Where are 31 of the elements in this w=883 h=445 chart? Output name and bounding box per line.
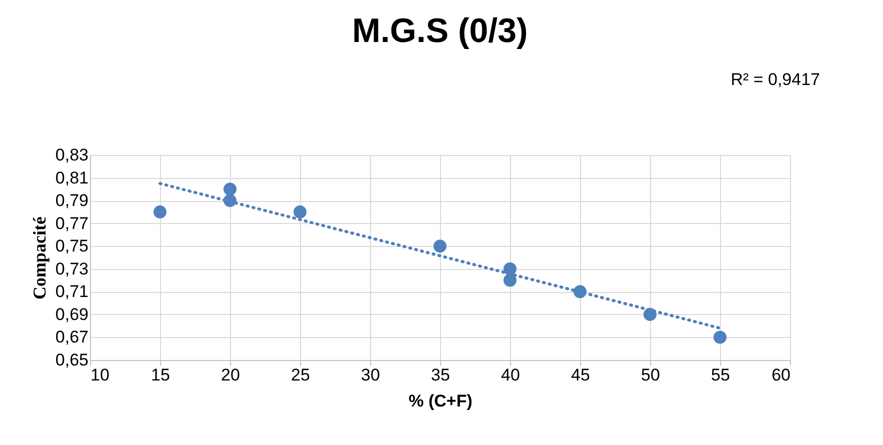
point (153, 205, 167, 218)
x-tick-label: 50 (641, 366, 660, 384)
y-tick-label: 0,65 (55, 350, 88, 370)
x-tick-label: 25 (291, 366, 310, 384)
x-tick-label: 10 (90, 366, 110, 384)
point (713, 330, 727, 344)
point (433, 240, 447, 253)
x-tick-label: 55 (711, 366, 730, 384)
x-tick-label: 45 (571, 366, 590, 384)
y-tick-label: 0,71 (55, 282, 88, 302)
y-tick-label: 0,69 (55, 304, 88, 324)
point (293, 205, 307, 218)
x-tick-label: 20 (221, 366, 240, 384)
y-axis-title: Compacité (29, 216, 50, 300)
x-tick-label: 40 (501, 366, 520, 384)
y-tick-label: 0,67 (55, 328, 88, 347)
y-tick-label: 0,73 (55, 259, 88, 278)
x-tick-label: 30 (361, 366, 380, 384)
point (223, 182, 237, 196)
y-tick-label: 0,77 (55, 214, 88, 233)
y-tick-label: 0,83 (55, 146, 88, 164)
x-tick-label: 15 (151, 366, 170, 384)
y-tick-label: 0,79 (55, 191, 88, 210)
point (503, 274, 517, 287)
text: R² = 0,9417 (730, 70, 820, 89)
x-axis-title: % (C+F) (408, 392, 472, 410)
x-tick-label: 60 (772, 366, 790, 384)
y-tick-label: 0,81 (55, 168, 88, 188)
x-tick-label: 35 (431, 366, 450, 384)
y-tick-label: 0,75 (55, 236, 88, 256)
chart-title: M.G.S (0/3) (352, 12, 528, 50)
